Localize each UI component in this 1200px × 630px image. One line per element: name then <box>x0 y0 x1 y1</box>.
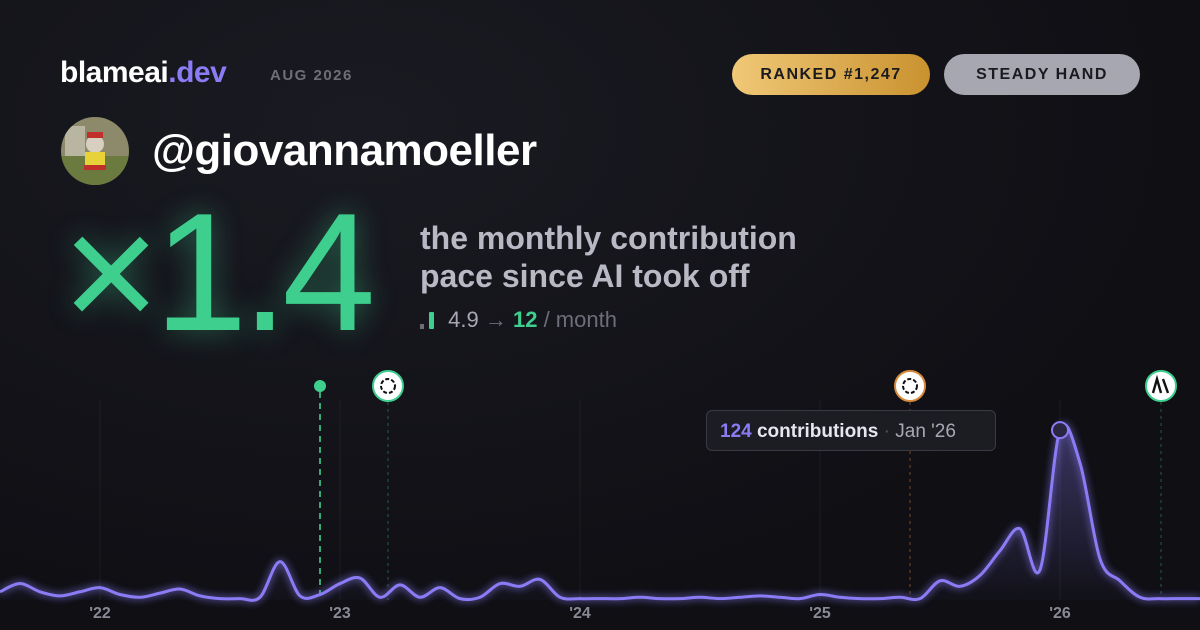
area-fill <box>0 424 1200 601</box>
tooltip: 124 contributions · Jan '26 <box>706 410 996 451</box>
period: AUG 2026 <box>270 67 353 84</box>
brand-name: blameai <box>60 56 169 89</box>
x-tick-label: '24 <box>569 605 591 622</box>
username: @giovannamoeller <box>152 126 537 175</box>
x-tick-label: '25 <box>809 605 831 622</box>
pace-stat: 4.9 → 12 / month <box>420 305 617 333</box>
openai-glyph <box>902 378 918 394</box>
events <box>314 370 1177 600</box>
tooltip-date: Jan '26 <box>895 421 956 442</box>
openai-glyph <box>380 378 396 394</box>
event-dot <box>314 380 326 392</box>
brand-tld: .dev <box>168 56 227 89</box>
style-badge: STEADY HAND <box>944 54 1140 95</box>
tooltip-value: 124 <box>720 421 752 442</box>
pace-after: 12 <box>512 307 538 332</box>
pace-unit: / month <box>543 307 617 332</box>
openai-icon <box>372 370 404 402</box>
avatar <box>61 117 129 185</box>
openai-icon <box>894 370 926 402</box>
brand: blameai.dev <box>60 56 227 90</box>
multiplier: ×1.4 <box>62 178 376 366</box>
rank-badge: RANKED #1,247 <box>732 54 930 95</box>
x-tick-label: '26 <box>1049 605 1071 622</box>
x-tick-label: '22 <box>89 605 111 622</box>
description-line: pace since AI took off <box>420 258 750 294</box>
pace-icon <box>420 312 434 329</box>
anthropic-glyph <box>1151 374 1170 394</box>
pace-before: 4.9 <box>448 307 479 332</box>
tooltip-separator: · <box>883 421 890 442</box>
tooltip-label: contributions <box>756 421 879 442</box>
highlight-point <box>1051 421 1069 440</box>
description-line: the monthly contribution <box>420 220 797 256</box>
x-tick-label: '23 <box>329 605 351 622</box>
area-line <box>0 423 1200 602</box>
pace-arrow: → <box>484 307 507 332</box>
anthropic-icon <box>1145 370 1177 402</box>
